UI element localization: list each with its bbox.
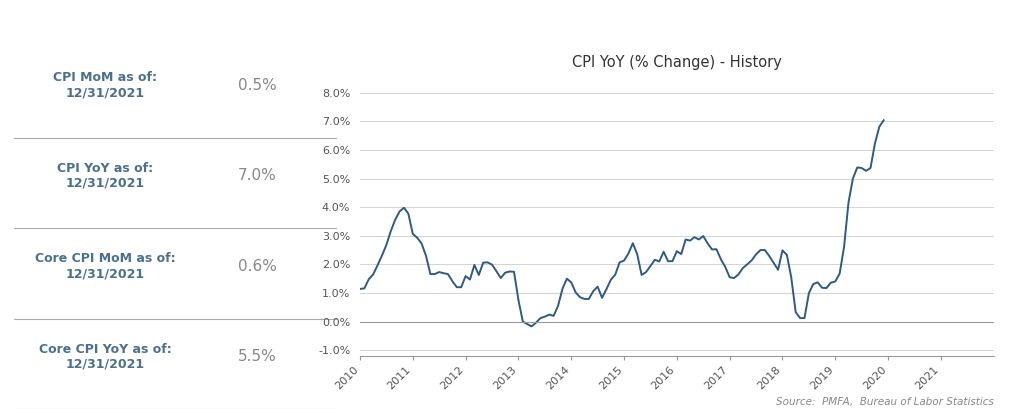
- Text: Core CPI MoM as of:
12/31/2021: Core CPI MoM as of: 12/31/2021: [34, 252, 175, 280]
- Title: CPI YoY (% Change) - History: CPI YoY (% Change) - History: [572, 55, 782, 70]
- Text: 0.6%: 0.6%: [238, 258, 277, 274]
- Text: CPI YoY as of:
12/31/2021: CPI YoY as of: 12/31/2021: [57, 162, 153, 189]
- Text: 5.5%: 5.5%: [238, 349, 277, 364]
- Text: CPI MoM as of:
12/31/2021: CPI MoM as of: 12/31/2021: [53, 71, 157, 99]
- Text: Core CPI YoY as of:
12/31/2021: Core CPI YoY as of: 12/31/2021: [39, 342, 171, 371]
- Text: 0.5%: 0.5%: [238, 78, 277, 92]
- Text: 7.0%: 7.0%: [238, 168, 277, 183]
- Text: CONSUMER PRICE INDEX: CONSUMER PRICE INDEX: [343, 11, 671, 36]
- Text: Source:  PMFA,  Bureau of Labor Statistics: Source: PMFA, Bureau of Labor Statistics: [776, 397, 994, 407]
